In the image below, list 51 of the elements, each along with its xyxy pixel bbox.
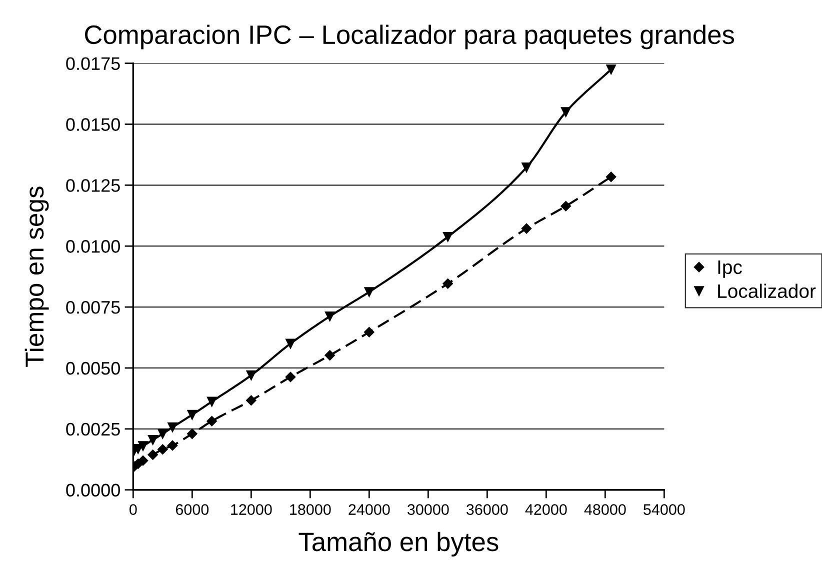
y-tick-label: 0.0150 (66, 118, 120, 131)
x-tick-label: 30000 (408, 504, 449, 515)
point (246, 370, 256, 380)
x-axis-title: Tamaño en bytes (298, 532, 498, 556)
point (442, 278, 453, 289)
y-axis-title: Tiempo en segs (24, 186, 49, 367)
point (158, 444, 168, 455)
x-tick-label: 36000 (466, 504, 508, 515)
point (364, 327, 374, 338)
point (606, 64, 616, 74)
point (167, 440, 178, 451)
point (187, 428, 198, 439)
y-tick-label: 0.0000 (66, 484, 120, 497)
y-tick-label: 0.0050 (66, 362, 120, 375)
y-tick-label: 0.0025 (66, 422, 120, 436)
point (138, 455, 148, 466)
point (286, 338, 296, 348)
point (324, 350, 335, 360)
point (187, 410, 198, 420)
point (606, 172, 616, 182)
point (442, 232, 453, 242)
point (364, 287, 374, 297)
x-tick-label: 48000 (584, 504, 626, 515)
point (521, 223, 532, 234)
x-tick-label: 6000 (176, 504, 209, 515)
point (246, 395, 256, 406)
x-tick-label: 42000 (525, 504, 567, 515)
point (148, 435, 158, 445)
chart-title: Comparacion IPC – Localizador para paquetes grandes (84, 24, 734, 50)
x-tick-label: 18000 (290, 504, 331, 515)
point (158, 428, 168, 439)
point (168, 422, 178, 432)
legend-label: Localizador (718, 284, 816, 298)
y-tick-label: 0.0175 (66, 57, 120, 70)
y-tick-label: 0.0100 (66, 240, 120, 253)
x-tick-label: 0 (130, 504, 137, 515)
point (560, 201, 571, 212)
x-tick-label: 54000 (644, 504, 685, 515)
point (148, 450, 158, 460)
point (522, 162, 532, 172)
point (560, 107, 571, 117)
y-tick-label: 0.0075 (66, 300, 120, 314)
point (206, 416, 217, 426)
x-tick-label: 12000 (231, 504, 272, 515)
y-tick-label: 0.0125 (66, 179, 120, 192)
legend-label: Ipc (718, 260, 742, 278)
point (206, 396, 217, 406)
point (324, 311, 335, 322)
point (138, 441, 148, 451)
x-tick-label: 24000 (348, 504, 390, 515)
point (285, 372, 296, 382)
